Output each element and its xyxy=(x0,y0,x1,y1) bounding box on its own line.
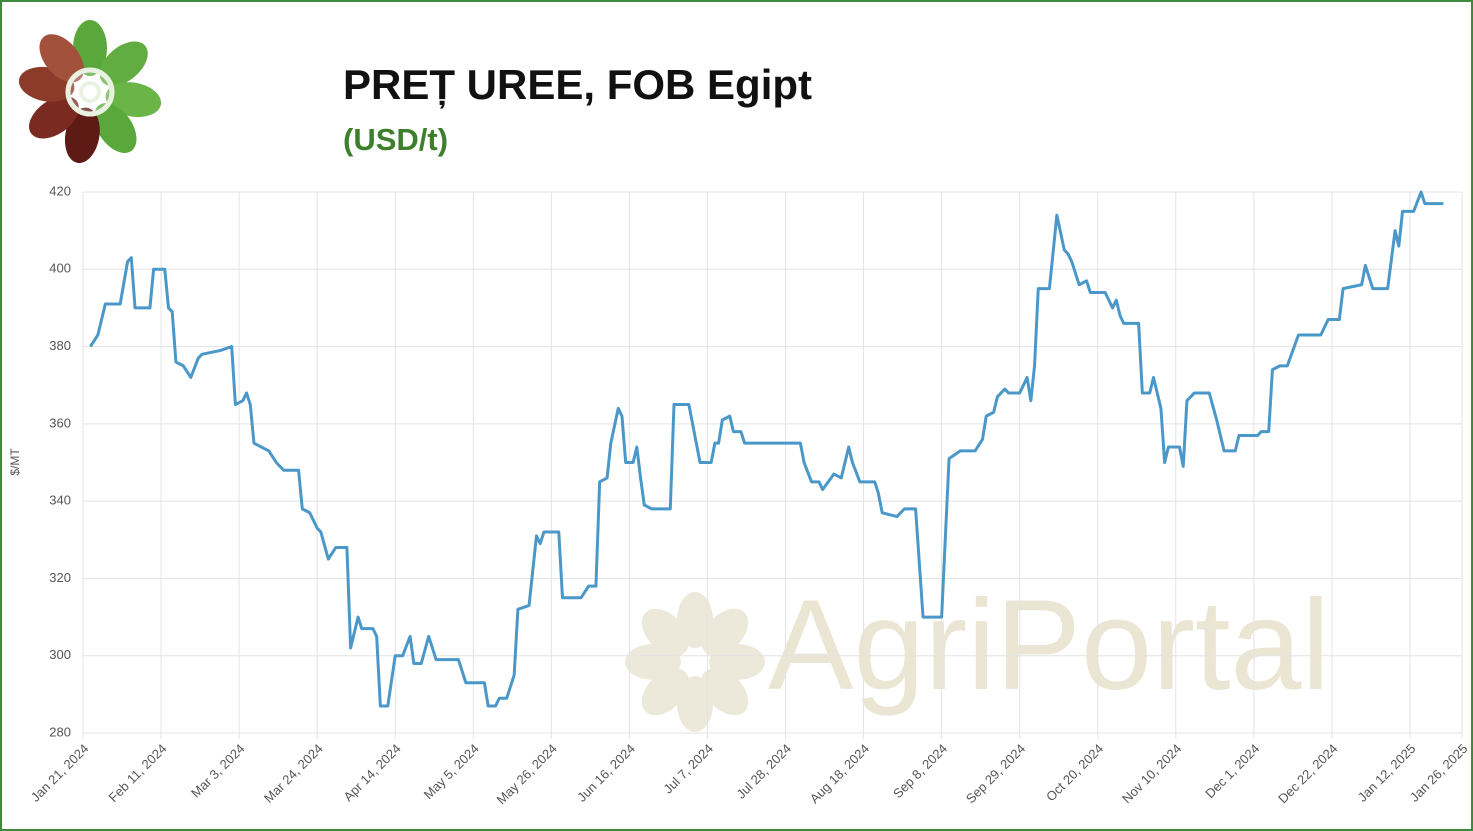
y-tick-label: 380 xyxy=(49,338,71,353)
y-tick-label: 400 xyxy=(49,261,71,276)
watermark-logo xyxy=(625,592,765,732)
y-tick-label: 300 xyxy=(49,647,71,662)
y-tick-label: 340 xyxy=(49,493,71,508)
y-tick-label: 280 xyxy=(49,724,71,739)
watermark-text: AgriPortal xyxy=(768,574,1330,717)
chart-title: PREȚ UREE, FOB Egipt xyxy=(343,61,812,109)
logo xyxy=(18,20,162,164)
chart-subtitle: (USD/t) xyxy=(343,122,448,157)
y-tick-label: 360 xyxy=(49,415,71,430)
y-axis-label: $/MT xyxy=(8,448,22,476)
y-tick-label: 320 xyxy=(49,570,71,585)
price-line xyxy=(89,190,1444,708)
plot xyxy=(89,190,1444,708)
y-tick-label: 420 xyxy=(49,183,71,198)
